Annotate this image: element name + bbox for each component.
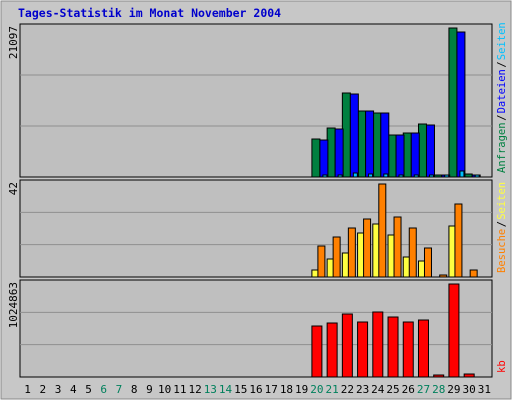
bar-kb-kb-day-29 xyxy=(448,283,460,378)
bar-visits-besuche-day-27 xyxy=(423,247,432,278)
bar-requests-seiten-day-27 xyxy=(428,174,434,178)
chart-title: Tages-Statistik im Monat November 2004 xyxy=(18,6,281,20)
bar-visits-besuche-day-23 xyxy=(363,218,372,278)
x-tick-label-day-12: 12 xyxy=(188,383,201,396)
bar-visits-besuche-day-21 xyxy=(332,236,341,278)
bar-requests-seiten-day-29 xyxy=(459,170,465,178)
bar-visits-besuche-day-24 xyxy=(378,183,387,278)
bar-requests-dateien-day-23 xyxy=(365,110,375,178)
x-tick-label-day-4: 4 xyxy=(70,383,77,396)
x-tick-label-day-3: 3 xyxy=(55,383,62,396)
bar-visits-besuche-day-22 xyxy=(347,227,356,278)
x-tick-label-day-11: 11 xyxy=(173,383,186,396)
plot-layer: 21097Anfragen/Dateien/Seiten42Besuche/Se… xyxy=(7,22,508,396)
y-max-label-visits: 42 xyxy=(7,182,20,195)
x-tick-label-day-16: 16 xyxy=(249,383,262,396)
x-tick-label-day-8: 8 xyxy=(131,383,138,396)
bar-requests-seiten-day-26 xyxy=(413,174,419,178)
x-tick-label-day-17: 17 xyxy=(265,383,278,396)
x-tick-label-day-26: 26 xyxy=(402,383,415,396)
x-tick-label-day-22: 22 xyxy=(341,383,354,396)
legend-requests-0: Anfragen xyxy=(496,122,508,173)
x-tick-label-day-5: 5 xyxy=(85,383,92,396)
bar-requests-anfragen-day-29 xyxy=(448,27,458,178)
x-tick-label-day-20: 20 xyxy=(310,383,323,396)
bar-kb-kb-day-25 xyxy=(387,316,399,378)
x-tick-label-day-24: 24 xyxy=(371,383,385,396)
x-tick-label-day-6: 6 xyxy=(100,383,107,396)
bar-requests-dateien-day-24 xyxy=(380,112,390,178)
x-tick-label-day-30: 30 xyxy=(463,383,476,396)
bar-kb-kb-day-24 xyxy=(372,311,384,378)
legend-requests-2: Dateien xyxy=(496,69,508,113)
bar-kb-kb-day-27 xyxy=(417,319,429,378)
bar-requests-seiten-day-28 xyxy=(444,174,450,178)
bar-requests-seiten-day-20 xyxy=(322,174,328,178)
legend-visits-1: / xyxy=(496,221,508,227)
bar-requests-dateien-day-21 xyxy=(334,128,344,178)
bar-kb-kb-day-20 xyxy=(311,325,323,378)
x-tick-label-day-2: 2 xyxy=(40,383,47,396)
bar-requests-dateien-day-22 xyxy=(349,93,359,178)
bar-requests-seiten-day-24 xyxy=(383,173,389,178)
x-tick-label-day-25: 25 xyxy=(386,383,399,396)
bar-requests-seiten-day-25 xyxy=(398,174,404,178)
x-tick-label-day-1: 1 xyxy=(24,383,31,396)
bar-kb-kb-day-23 xyxy=(357,321,369,378)
bar-requests-seiten-day-30 xyxy=(474,174,480,178)
bar-visits-besuche-day-26 xyxy=(408,227,417,278)
x-tick-label-day-13: 13 xyxy=(204,383,217,396)
x-tick-label-day-21: 21 xyxy=(326,383,339,396)
bar-requests-dateien-day-20 xyxy=(319,139,329,178)
bar-visits-besuche-day-20 xyxy=(317,245,326,278)
bar-requests-anfragen-day-20 xyxy=(311,138,321,178)
x-tick-label-day-27: 27 xyxy=(417,383,430,396)
bar-kb-kb-day-26 xyxy=(402,321,414,378)
bar-requests-dateien-day-27 xyxy=(425,124,435,178)
bar-kb-kb-day-22 xyxy=(341,313,353,378)
x-tick-label-day-28: 28 xyxy=(432,383,445,396)
y-max-label-kb: 1024863 xyxy=(7,282,20,328)
bar-kb-kb-day-28 xyxy=(433,374,445,378)
x-tick-label-day-9: 9 xyxy=(146,383,153,396)
legend-kb-0: kb xyxy=(496,360,508,373)
bar-requests-seiten-day-22 xyxy=(352,172,358,178)
bar-visits-besuche-day-28 xyxy=(439,274,448,278)
legend-requests-4: Seiten xyxy=(496,22,508,60)
bar-visits-besuche-day-30 xyxy=(469,269,478,278)
legend-requests-3: / xyxy=(496,61,508,67)
bar-requests-seiten-day-23 xyxy=(368,173,374,178)
bar-requests-dateien-day-25 xyxy=(395,134,405,178)
x-tick-label-day-29: 29 xyxy=(447,383,460,396)
bar-requests-dateien-day-29 xyxy=(456,31,466,178)
x-tick-label-day-19: 19 xyxy=(295,383,308,396)
bar-requests-dateien-day-26 xyxy=(410,132,420,178)
bar-visits-besuche-day-25 xyxy=(393,216,402,278)
legend-requests-1: / xyxy=(496,114,508,120)
x-tick-label-day-15: 15 xyxy=(234,383,247,396)
x-tick-label-day-23: 23 xyxy=(356,383,369,396)
y-max-label-requests: 21097 xyxy=(7,26,20,59)
legend-visits-2: Seiten xyxy=(496,182,508,220)
x-tick-label-day-18: 18 xyxy=(280,383,293,396)
x-tick-label-day-14: 14 xyxy=(219,383,233,396)
x-tick-label-day-7: 7 xyxy=(116,383,123,396)
bar-visits-besuche-day-29 xyxy=(454,203,463,278)
bar-requests-seiten-day-21 xyxy=(337,174,343,178)
legend-visits-0: Besuche xyxy=(496,229,508,273)
bar-kb-kb-day-30 xyxy=(463,373,475,378)
bar-kb-kb-day-21 xyxy=(326,322,338,378)
x-tick-label-day-10: 10 xyxy=(158,383,171,396)
x-tick-label-day-31: 31 xyxy=(478,383,491,396)
